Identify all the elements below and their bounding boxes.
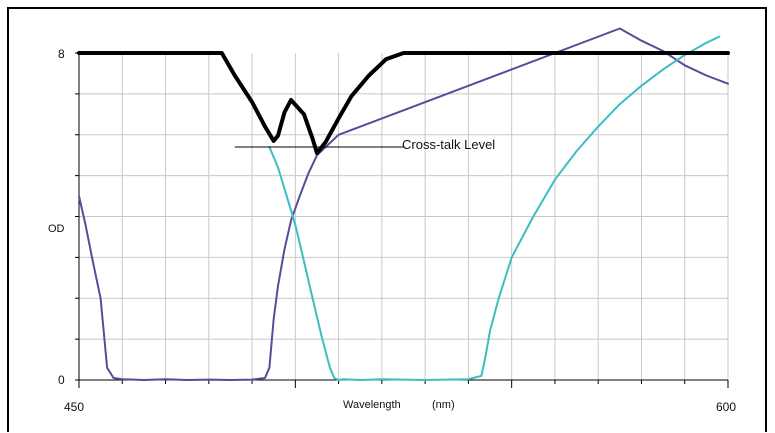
chart-frame: [7, 7, 767, 432]
series-line-0: [77, 51, 730, 156]
cross-talk-label: Cross-talk Level: [402, 137, 495, 152]
axes: [75, 51, 729, 388]
y-tick-label-bottom: 0: [58, 373, 65, 387]
series-line-1: [78, 27, 729, 381]
x-axis-label: Wavelength: [343, 399, 401, 411]
series-line-2: [268, 35, 721, 381]
x-tick-label-left: 450: [64, 400, 84, 414]
axis-labels: 8 0 450 600 OD Wavelength (nm) Cross-tal…: [48, 47, 736, 414]
y-tick-label-top: 8: [58, 47, 65, 61]
series-lines: [77, 27, 730, 381]
x-axis-unit: (nm): [432, 399, 455, 411]
y-axis-label: OD: [48, 223, 65, 235]
grid-lines: [79, 53, 729, 380]
x-tick-label-right: 600: [716, 400, 736, 414]
